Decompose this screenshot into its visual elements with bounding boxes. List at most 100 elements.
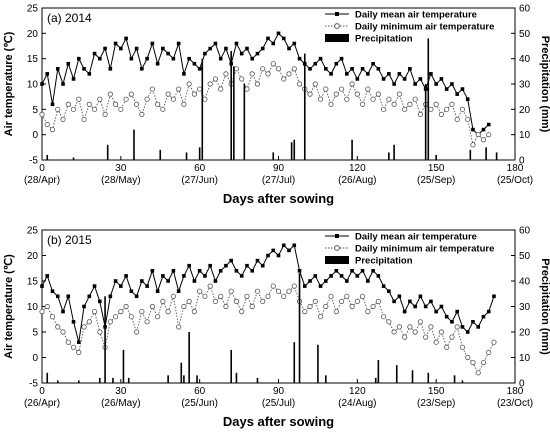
x-tick-date: (23/Sep) [417, 398, 455, 409]
min-marker [323, 86, 329, 92]
precipitation-bar [453, 375, 456, 383]
precipitation-bar [485, 147, 487, 160]
min-marker [486, 349, 492, 355]
min-marker [275, 288, 282, 294]
mean-marker [266, 36, 270, 41]
y-tick-label: 10 [27, 80, 39, 91]
precipitation-bar [183, 375, 185, 383]
min-marker [191, 91, 198, 97]
mean-marker [155, 289, 160, 293]
mean-marker [66, 61, 71, 66]
mean-marker [350, 269, 354, 273]
mean-marker [40, 284, 44, 288]
precipitation-bar [233, 66, 235, 160]
min-marker [49, 314, 56, 320]
mean-marker [55, 294, 60, 299]
mean-marker [197, 67, 202, 71]
precipitation-bar [495, 152, 498, 160]
precipitation-bar [293, 139, 296, 160]
min-marker [433, 101, 439, 107]
mean-marker [402, 77, 407, 81]
panel-label: (b) 2015 [47, 233, 92, 247]
y2-tick-label: 30 [519, 302, 531, 313]
min-marker [365, 86, 371, 92]
temperature-line [41, 62, 490, 147]
mean-marker [98, 299, 102, 304]
precipitation-bar [106, 144, 109, 160]
min-marker [475, 132, 481, 138]
precipitation-bar [293, 342, 296, 383]
min-marker [265, 293, 271, 299]
mean-marker [408, 299, 412, 304]
min-marker [338, 86, 345, 92]
min-marker [65, 101, 71, 107]
min-marker [155, 314, 161, 320]
min-marker [312, 81, 318, 87]
min-marker [70, 344, 77, 350]
mean-marker [450, 82, 454, 86]
y-tick-label: 25 [27, 226, 39, 237]
mean-marker [166, 51, 170, 56]
mean-marker [134, 46, 139, 51]
mean-marker [492, 294, 496, 299]
mean-marker [376, 67, 381, 71]
precipitation-bar [272, 152, 275, 160]
mean-marker [318, 284, 323, 288]
min-marker [286, 71, 292, 77]
precipitation-bar [230, 349, 232, 383]
precipitation-bar [377, 360, 380, 383]
precipitation-bar [122, 349, 125, 383]
mean-marker [366, 72, 370, 76]
min-marker [186, 298, 192, 304]
min-marker [359, 293, 366, 299]
mean-marker [87, 72, 92, 76]
min-marker [49, 127, 56, 133]
precipitation-bar [243, 84, 246, 160]
x-tick-date: (27/Jul) [262, 175, 295, 186]
min-marker [391, 329, 397, 335]
mean-marker [260, 263, 265, 268]
y-tick-label: 0 [32, 130, 38, 141]
panel-label: (a) 2014 [47, 11, 92, 25]
min-marker [333, 91, 339, 97]
y-tick-label: -5 [29, 379, 38, 390]
x-tick-label: 90 [273, 163, 285, 174]
y2-tick-label: 60 [519, 226, 531, 237]
min-marker [134, 101, 140, 107]
mean-marker [182, 72, 186, 76]
x-tick-label: 120 [349, 163, 366, 174]
mean-marker [434, 309, 438, 314]
mean-marker [124, 36, 128, 41]
mean-marker [92, 51, 97, 56]
min-marker [144, 96, 150, 102]
min-marker [328, 101, 334, 107]
mean-marker [276, 31, 281, 36]
precipitation-bar [167, 375, 169, 383]
precipitation-bar [46, 372, 49, 383]
min-marker [65, 339, 71, 345]
min-marker [317, 96, 324, 102]
min-marker [81, 324, 87, 330]
mean-marker [150, 41, 155, 46]
min-marker [134, 329, 140, 335]
mean-marker [208, 263, 212, 268]
min-marker [270, 283, 276, 289]
mean-marker [439, 77, 444, 81]
y2-tick-label: 50 [519, 29, 531, 40]
mean-marker [345, 279, 349, 283]
min-marker [118, 106, 124, 112]
mean-marker [439, 304, 444, 309]
mean-marker [381, 77, 386, 81]
min-marker [375, 91, 381, 97]
mean-marker [50, 289, 55, 293]
min-marker [412, 329, 418, 335]
min-marker [144, 319, 150, 325]
min-marker [438, 329, 445, 335]
min-marker [407, 324, 413, 330]
mean-marker [250, 269, 255, 273]
min-marker [354, 298, 360, 304]
mean-marker [371, 269, 375, 273]
mean-marker [418, 294, 423, 299]
min-marker [176, 86, 182, 92]
mean-marker [371, 61, 375, 66]
